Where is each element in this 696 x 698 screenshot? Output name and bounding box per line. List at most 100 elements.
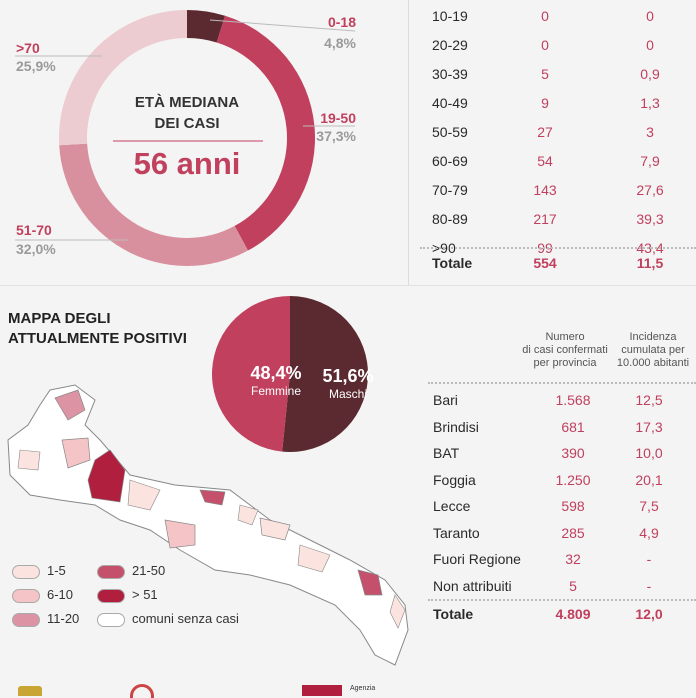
age-range: 40-49 bbox=[432, 95, 468, 111]
province-cases: 5 bbox=[569, 577, 577, 594]
age-table-row: 10-19 0 0 bbox=[410, 2, 696, 30]
province-cases: 598 bbox=[561, 498, 585, 514]
total-label: Totale bbox=[432, 255, 473, 271]
province-cases: 1.568 bbox=[555, 392, 591, 408]
age-table-row: 20-29 0 0 bbox=[410, 31, 696, 59]
legend-label: 11-20 bbox=[47, 611, 80, 626]
age-range: 20-29 bbox=[432, 37, 468, 53]
label-51-70: 51-70 bbox=[16, 222, 52, 238]
province-total-divider bbox=[428, 599, 696, 601]
province-incidence: 4,9 bbox=[639, 524, 659, 541]
province-name: Fuori Regione bbox=[433, 551, 521, 567]
median-title: ETÀ MEDIANA DEI CASI bbox=[112, 92, 262, 134]
donut-segment-3 bbox=[58, 10, 188, 146]
age-incidence: 1,3 bbox=[640, 95, 660, 111]
age-range: 30-39 bbox=[432, 66, 468, 82]
legend-swatch bbox=[12, 613, 40, 627]
sex-pie-chart bbox=[212, 296, 369, 452]
province-total-label: Totale bbox=[433, 606, 474, 622]
province-row: Taranto 285 4,9 bbox=[428, 521, 696, 547]
header-cases-line3: per provincia bbox=[533, 357, 597, 369]
age-incidence: 0,9 bbox=[640, 66, 660, 82]
age-cases: 217 bbox=[533, 211, 557, 227]
province-incidence: 12,5 bbox=[635, 392, 663, 408]
age-incidence: 7,9 bbox=[640, 153, 660, 169]
province-name: Brindisi bbox=[433, 418, 479, 435]
map-title-line2: ATTUALMENTE POSITIVI bbox=[8, 330, 187, 347]
age-incidence: 39,3 bbox=[636, 211, 664, 227]
map-area-brindisi bbox=[357, 569, 383, 596]
province-name: Taranto bbox=[433, 524, 480, 541]
male-slice-label: 51,6% Maschi bbox=[312, 366, 384, 401]
legend-swatch bbox=[97, 565, 125, 579]
province-incidence: - bbox=[646, 551, 652, 567]
province-incidence: 7,5 bbox=[639, 498, 659, 514]
province-incidence: 17,3 bbox=[635, 418, 663, 435]
legend-label: 1-5 bbox=[47, 563, 66, 578]
province-total-incidence: 12,0 bbox=[635, 606, 663, 622]
age-cases: 0 bbox=[541, 8, 549, 24]
province-cases: 285 bbox=[561, 524, 585, 541]
puglia-map bbox=[7, 384, 409, 666]
map-area bbox=[164, 519, 196, 549]
province-header-divider bbox=[428, 382, 696, 384]
age-donut-chart bbox=[15, 10, 356, 266]
province-cases: 32 bbox=[565, 551, 581, 567]
donut-segment-0 bbox=[187, 10, 226, 43]
map-area-foggia-north bbox=[54, 389, 86, 421]
female-pct: 48,4% bbox=[250, 363, 302, 383]
age-cases: 0 bbox=[541, 37, 549, 53]
legend-label: comuni senza casi bbox=[132, 611, 239, 626]
pct-51-70: 32,0% bbox=[16, 241, 56, 257]
province-name: BAT bbox=[433, 445, 460, 461]
province-cases: 681 bbox=[561, 418, 585, 435]
health-logo bbox=[130, 684, 154, 698]
pct-0-18: 4,8% bbox=[324, 35, 356, 51]
map-area-foggia-hotspot bbox=[87, 449, 126, 503]
age-table-row: 80-89 217 39,3 bbox=[410, 205, 696, 233]
province-total-row: Totale 4.809 12,0 bbox=[428, 602, 696, 628]
age-table-row: 60-69 54 7,9 bbox=[410, 147, 696, 175]
leader-line-0-18 bbox=[209, 19, 356, 32]
label-over70: >70 bbox=[16, 40, 40, 56]
map-title: MAPPA DEGLI ATTUALMENTE POSITIVI bbox=[8, 309, 187, 349]
header-cases: Numero di casi confermati per provincia bbox=[520, 331, 610, 370]
median-title-line1: ETÀ MEDIANA bbox=[134, 94, 240, 111]
age-cases: 27 bbox=[537, 124, 553, 140]
province-row: Brindisi 681 17,3 bbox=[428, 415, 696, 441]
total-incidence: 11,5 bbox=[636, 255, 664, 271]
age-cases: 5 bbox=[541, 66, 549, 82]
province-row: Lecce 598 7,5 bbox=[428, 494, 696, 520]
map-title-line1: MAPPA DEGLI bbox=[8, 310, 111, 327]
age-table-total-row: Totale 554 11,5 bbox=[410, 249, 696, 277]
donut-segment-2 bbox=[59, 143, 248, 266]
province-incidence: 10,0 bbox=[635, 445, 663, 461]
total-cases: 554 bbox=[533, 255, 557, 271]
pct-19-50: 37,3% bbox=[316, 128, 356, 144]
female-label: Femmine bbox=[250, 384, 301, 398]
age-cases: 54 bbox=[537, 153, 553, 169]
legend-swatch bbox=[12, 589, 40, 603]
map-area bbox=[259, 517, 291, 541]
map-areas-low bbox=[17, 449, 406, 629]
age-table-row: 30-39 5 0,9 bbox=[410, 60, 696, 88]
pie-slice-male bbox=[282, 296, 369, 452]
pie-slice-female bbox=[212, 296, 290, 452]
median-title-line2: DEI CASI bbox=[154, 115, 220, 132]
age-table-row: 50-59 27 3 bbox=[410, 118, 696, 146]
header-incidence-line1: Incidenza bbox=[629, 331, 677, 343]
age-range: 50-59 bbox=[432, 124, 468, 140]
province-incidence: - bbox=[646, 577, 652, 594]
age-range: 10-19 bbox=[432, 8, 468, 24]
agency-logo bbox=[302, 685, 342, 696]
male-label: Maschi bbox=[328, 387, 367, 401]
province-name: Bari bbox=[433, 392, 458, 408]
legend-label: > 51 bbox=[132, 587, 158, 602]
legend-swatch bbox=[12, 565, 40, 579]
age-table-row: 70-79 143 27,6 bbox=[410, 176, 696, 204]
header-cases-line2: di casi confermati bbox=[522, 344, 608, 356]
header-incidence: Incidenza cumulata per 10.000 abitanti bbox=[610, 331, 696, 370]
legend-label: 6-10 bbox=[47, 587, 74, 602]
province-incidence: 20,1 bbox=[635, 471, 663, 488]
province-row: BAT 390 10,0 bbox=[428, 441, 696, 467]
